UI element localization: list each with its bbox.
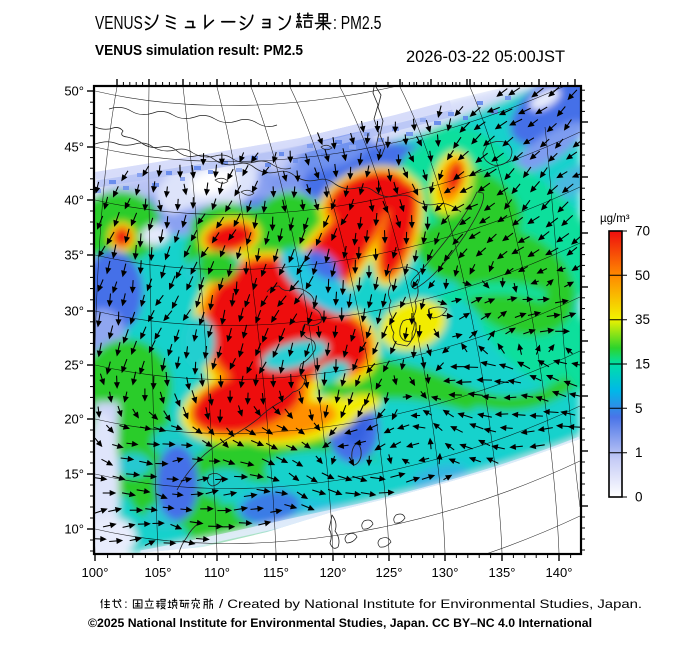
svg-text:µg/m³: µg/m³ (600, 213, 630, 225)
svg-text:VENUS simulation result: PM2.5: VENUS simulation result: PM2.5 (95, 42, 303, 59)
svg-text:/ Created by National Institut: / Created by National Institute for Envi… (219, 597, 642, 611)
svg-text:130°: 130° (432, 565, 459, 580)
svg-text:30°: 30° (64, 304, 84, 319)
svg-text:0: 0 (635, 490, 643, 505)
svg-text:5: 5 (635, 401, 643, 416)
svg-text:110°: 110° (204, 565, 230, 580)
svg-text::: : (124, 597, 127, 611)
svg-text:: PM2.5: : PM2.5 (333, 13, 381, 33)
svg-text:20°: 20° (64, 412, 84, 427)
svg-text:15°: 15° (64, 467, 84, 482)
svg-text:135°: 135° (489, 565, 516, 580)
svg-text:105°: 105° (145, 565, 172, 580)
svg-text:115°: 115° (263, 565, 289, 580)
svg-text:1: 1 (635, 445, 643, 460)
svg-text:25°: 25° (64, 358, 84, 373)
svg-text:35: 35 (635, 312, 650, 327)
svg-text:70: 70 (635, 224, 650, 239)
svg-text:©2025 National Institute for E: ©2025 National Institute for Environment… (88, 616, 592, 630)
svg-text:125°: 125° (376, 565, 403, 580)
svg-text:100°: 100° (82, 565, 109, 580)
svg-text:120°: 120° (320, 565, 347, 580)
svg-text:45°: 45° (64, 140, 84, 155)
svg-text:15: 15 (635, 357, 650, 372)
svg-text:50: 50 (635, 268, 650, 283)
svg-text:140°: 140° (546, 565, 573, 580)
svg-text:35°: 35° (64, 248, 84, 263)
svg-text:50°: 50° (64, 84, 84, 99)
svg-text:VENUS: VENUS (95, 13, 143, 33)
svg-text:40°: 40° (64, 193, 84, 208)
svg-text:10°: 10° (64, 522, 84, 537)
svg-text:2026-03-22 05:00JST: 2026-03-22 05:00JST (406, 48, 565, 66)
